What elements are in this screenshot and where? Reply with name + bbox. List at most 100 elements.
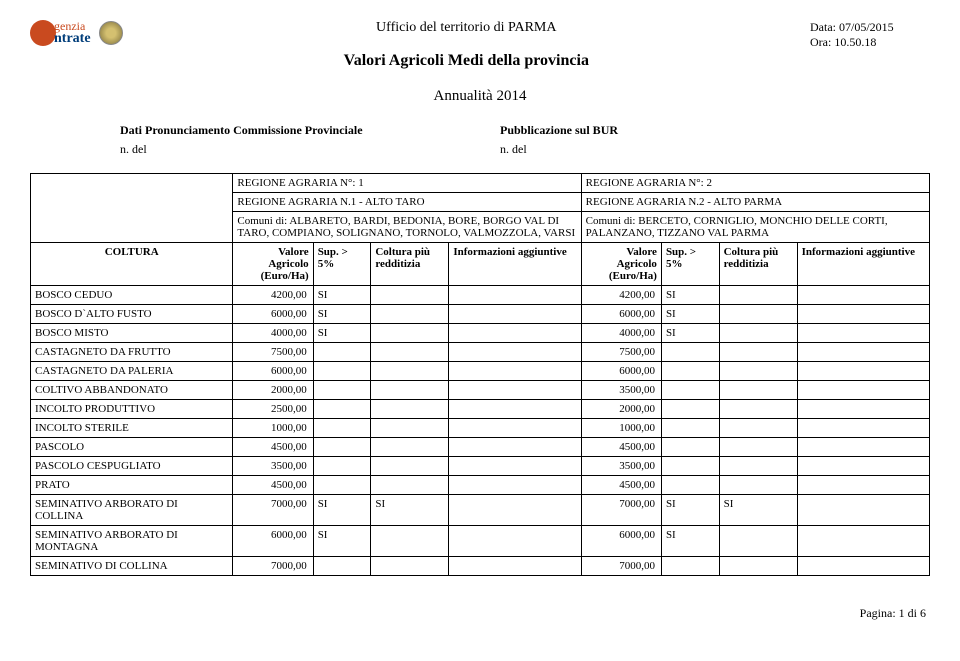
col-sup-header-2: Sup. > 5%: [661, 243, 719, 286]
cell-val1: 7500,00: [233, 343, 313, 362]
cell-red1: [371, 305, 449, 324]
cell-val1: 6000,00: [233, 526, 313, 557]
cell-coltura: COLTIVO ABBANDONATO: [31, 381, 233, 400]
cell-red2: [719, 438, 797, 457]
cell-val1: 7000,00: [233, 495, 313, 526]
cell-red1: [371, 362, 449, 381]
cell-coltura: BOSCO CEDUO: [31, 286, 233, 305]
cell-red2: [719, 457, 797, 476]
cell-sup1: SI: [313, 324, 371, 343]
cell-coltura: PASCOLO CESPUGLIATO: [31, 457, 233, 476]
cell-sup2: SI: [661, 495, 719, 526]
cell-sup2: SI: [661, 324, 719, 343]
cell-red2: [719, 286, 797, 305]
cell-info1: [449, 419, 581, 438]
cell-val2: 4200,00: [581, 286, 661, 305]
blank-cell: [31, 212, 233, 243]
table-row: INCOLTO STERILE1000,001000,00: [31, 419, 930, 438]
cell-info1: [449, 286, 581, 305]
cell-info1: [449, 305, 581, 324]
region-title-row: REGIONE AGRARIA N°: 1REGIONE AGRARIA N°:…: [31, 174, 930, 193]
cell-info2: [797, 419, 929, 438]
cell-sup1: [313, 457, 371, 476]
cell-sup1: [313, 476, 371, 495]
cell-info2: [797, 362, 929, 381]
cell-info2: [797, 305, 929, 324]
year-subtitle: Annualità 2014: [30, 88, 930, 105]
cell-info2: [797, 400, 929, 419]
region1-comuni: Comuni di: ALBARETO, BARDI, BEDONIA, BOR…: [233, 212, 581, 243]
table-row: BOSCO MISTO4000,00SI4000,00SI: [31, 324, 930, 343]
cell-coltura: PASCOLO: [31, 438, 233, 457]
cell-sup2: [661, 419, 719, 438]
cell-sup2: SI: [661, 526, 719, 557]
cell-coltura: CASTAGNETO DA PALERIA: [31, 362, 233, 381]
cell-val1: 7000,00: [233, 557, 313, 576]
region1-name: REGIONE AGRARIA N.1 - ALTO TARO: [233, 193, 581, 212]
meta-time: Ora: 10.50.18: [810, 35, 930, 50]
logo-area: genzia ntrate: [30, 20, 123, 46]
table-row: CASTAGNETO DA PALERIA6000,006000,00: [31, 362, 930, 381]
cell-red2: [719, 400, 797, 419]
cell-val2: 4000,00: [581, 324, 661, 343]
cell-info1: [449, 457, 581, 476]
cell-val2: 1000,00: [581, 419, 661, 438]
col-red-header-2: Coltura più redditizia: [719, 243, 797, 286]
table-row: BOSCO D`ALTO FUSTO6000,00SI6000,00SI: [31, 305, 930, 324]
cell-sup1: SI: [313, 286, 371, 305]
table-row: SEMINATIVO DI COLLINA7000,007000,00: [31, 557, 930, 576]
cell-red2: [719, 557, 797, 576]
page-header: genzia ntrate Ufficio del territorio di …: [30, 20, 930, 70]
col-coltura-header: COLTURA: [31, 243, 233, 286]
cell-sup1: [313, 381, 371, 400]
cell-red2: [719, 476, 797, 495]
cell-red1: [371, 438, 449, 457]
cell-coltura: INCOLTO PRODUTTIVO: [31, 400, 233, 419]
col-sup-header-1: Sup. > 5%: [313, 243, 371, 286]
cell-info1: [449, 526, 581, 557]
table-row: PRATO4500,004500,00: [31, 476, 930, 495]
cell-red2: [719, 419, 797, 438]
cell-coltura: BOSCO D`ALTO FUSTO: [31, 305, 233, 324]
cell-sup2: [661, 400, 719, 419]
cell-sup1: [313, 343, 371, 362]
publication-label: Pubblicazione sul BUR: [500, 123, 618, 138]
cell-val2: 6000,00: [581, 305, 661, 324]
col-valore-header-2: Valore Agricolo (Euro/Ha): [581, 243, 661, 286]
cell-info1: [449, 381, 581, 400]
cell-val1: 4000,00: [233, 324, 313, 343]
cell-info1: [449, 438, 581, 457]
cell-sup1: [313, 400, 371, 419]
cell-info2: [797, 557, 929, 576]
cell-val1: 2500,00: [233, 400, 313, 419]
cell-sup2: [661, 381, 719, 400]
table-row: PASCOLO CESPUGLIATO3500,003500,00: [31, 457, 930, 476]
cell-red1: [371, 400, 449, 419]
cell-val2: 7000,00: [581, 495, 661, 526]
cell-info2: [797, 457, 929, 476]
cell-sup1: [313, 362, 371, 381]
region-comuni-row: Comuni di: ALBARETO, BARDI, BEDONIA, BOR…: [31, 212, 930, 243]
cell-red1: [371, 557, 449, 576]
emblem-icon: [99, 21, 123, 45]
cell-coltura: SEMINATIVO DI COLLINA: [31, 557, 233, 576]
column-header-row: COLTURAValore Agricolo (Euro/Ha)Sup. > 5…: [31, 243, 930, 286]
cell-sup2: SI: [661, 305, 719, 324]
col-info-header-2: Informazioni aggiuntive: [797, 243, 929, 286]
cell-red1: [371, 324, 449, 343]
cell-val2: 7000,00: [581, 557, 661, 576]
cell-val1: 3500,00: [233, 457, 313, 476]
cell-sup1: [313, 557, 371, 576]
cell-sup2: [661, 557, 719, 576]
cell-info2: [797, 476, 929, 495]
logo-circle-icon: [30, 20, 56, 46]
table-row: COLTIVO ABBANDONATO2000,003500,00: [31, 381, 930, 400]
cell-info1: [449, 343, 581, 362]
cell-val2: 4500,00: [581, 438, 661, 457]
col-red-header-1: Coltura più redditizia: [371, 243, 449, 286]
cell-red1: [371, 476, 449, 495]
logo-text-bottom: ntrate: [54, 32, 91, 46]
cell-val2: 7500,00: [581, 343, 661, 362]
meta-date: Data: 07/05/2015: [810, 20, 930, 35]
cell-val1: 6000,00: [233, 362, 313, 381]
